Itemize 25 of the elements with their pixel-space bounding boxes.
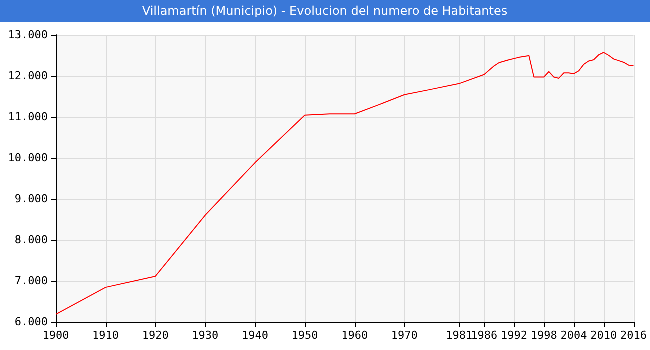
x-tick-label: 2016 — [620, 329, 648, 342]
y-tick-label: 11.000 — [8, 110, 48, 124]
y-tick-label: 9.000 — [14, 192, 48, 206]
x-tick-label: 1992 — [500, 329, 528, 342]
x-tick-label: 1981 — [446, 329, 473, 342]
x-tick-label: 1920 — [142, 329, 169, 342]
y-tick-label: 8.000 — [14, 234, 48, 246]
y-tick-label: 10.000 — [8, 152, 48, 164]
y-tick-label: 12.000 — [8, 70, 48, 82]
line-series — [56, 52, 634, 316]
x-tick-label: 1960 — [342, 329, 368, 342]
chart-title: Villamartín (Municipio) - Evolucion del numero de Habitantes — [0, 0, 650, 22]
y-tick-label: 7.000 — [14, 274, 48, 288]
x-tick-label: 1998 — [530, 329, 558, 342]
x-tick-label: 1910 — [92, 329, 120, 342]
y-tick-label: 13.000 — [8, 28, 48, 42]
x-tick-label: 2010 — [590, 329, 618, 342]
y-tick-label: 6.000 — [14, 316, 48, 328]
x-tick-label: 1900 — [42, 329, 70, 342]
x-tick-label: 1970 — [391, 329, 418, 342]
x-tick-label: 1950 — [292, 329, 318, 342]
x-tick-label: 1930 — [192, 329, 219, 342]
x-tick-label: 1986 — [471, 329, 498, 342]
x-tick-label: 2004 — [560, 329, 588, 342]
x-tick-label: 1940 — [242, 329, 268, 342]
